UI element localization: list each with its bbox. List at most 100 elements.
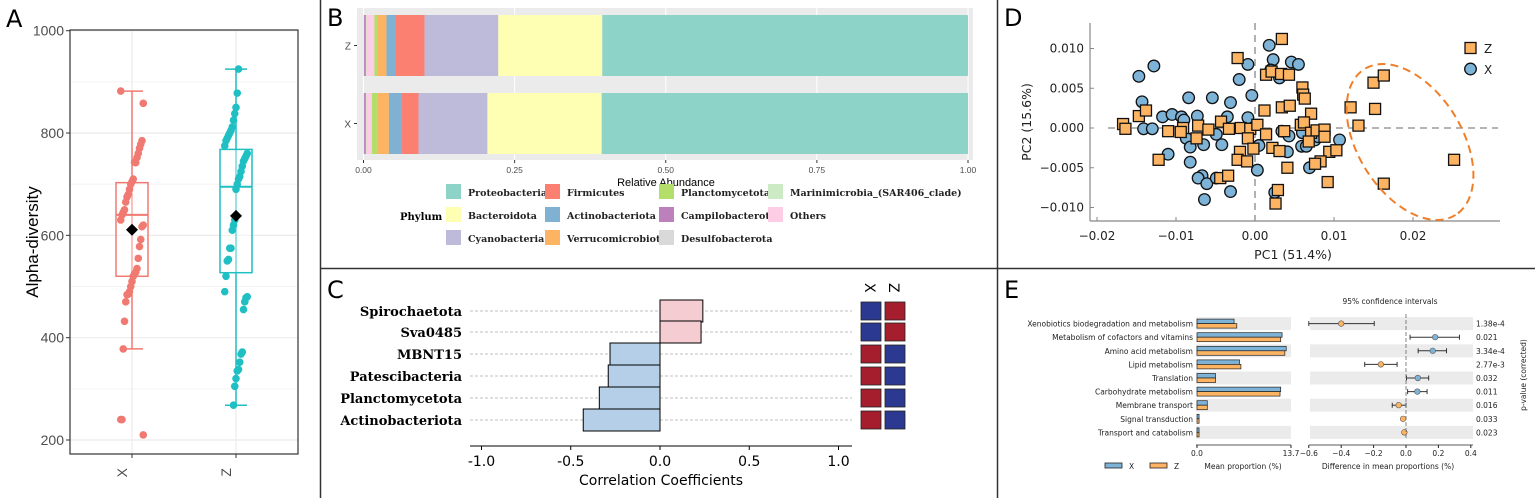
y-tick-label: 1000 xyxy=(33,23,64,39)
row-label: Carbohydrate metabolism xyxy=(1095,388,1193,397)
row-label: Amino acid metabolism xyxy=(1105,347,1193,356)
bar-segment-verrucomicrobiota xyxy=(378,15,387,76)
y-tick-label: 800 xyxy=(41,125,65,141)
data-point xyxy=(222,272,230,281)
legend-label: Desulfobacterota xyxy=(681,234,772,245)
legend-label: Others xyxy=(790,211,826,222)
diff-point xyxy=(1338,320,1345,327)
p-value: 0.021 xyxy=(1476,333,1498,342)
panel-label-b: B xyxy=(327,4,343,32)
bar-segment-campilobacterota xyxy=(364,93,366,154)
y-tick-label: 0.000 xyxy=(1050,121,1084,135)
point-z xyxy=(1318,130,1331,143)
data-point xyxy=(119,345,128,353)
data-point xyxy=(230,109,239,118)
point-x xyxy=(1215,138,1229,152)
p-value-axis-label: p-value (corrected) xyxy=(1519,339,1528,411)
p-value: 1.38e-4 xyxy=(1476,320,1505,329)
x-tick-label: 1.00 xyxy=(960,165,977,175)
x-tick-label: −0.01 xyxy=(1158,229,1195,243)
heatmap-cell xyxy=(860,366,882,386)
point-z xyxy=(1191,119,1205,132)
bar-segment-marinimicrobia-sar406-clade- xyxy=(365,93,367,154)
data-point xyxy=(225,244,234,252)
data-point xyxy=(239,305,248,314)
x-tick-label: 0.75 xyxy=(809,165,826,175)
panel-label-c: C xyxy=(327,276,344,304)
category-label: MBNT15 xyxy=(397,348,462,363)
x-tick-label: 0.25 xyxy=(506,165,523,175)
correlation-bar xyxy=(659,299,704,323)
bar-z xyxy=(1196,364,1242,370)
panel-label-a: A xyxy=(6,5,23,33)
x-tick-label: 0.00 xyxy=(355,165,372,175)
x-tick-label: −0.02 xyxy=(1079,229,1116,243)
y-tick-label: Z xyxy=(345,42,351,53)
legend-label: X xyxy=(1484,63,1492,77)
legend-label: Verrucomicrobiota xyxy=(566,234,667,245)
p-value: 3.34e-4 xyxy=(1476,347,1505,356)
data-point xyxy=(139,99,148,108)
legend-swatch xyxy=(446,207,461,222)
bar-segment-cyanobacteria xyxy=(418,93,488,154)
y-tick-label: 0.005 xyxy=(1050,81,1084,95)
data-point xyxy=(220,142,229,150)
right-x-axis-label: Difference in mean proportions (%) xyxy=(1322,462,1454,471)
panel-b-stacked-bar: Z X 0.00 0.25 0.50 0.75 1.00 Relative Abundance… xyxy=(344,8,977,245)
legend-swatch xyxy=(446,230,461,245)
point-z xyxy=(1269,197,1282,210)
bar-segment-verrucomicrobiota xyxy=(378,93,389,154)
point-z xyxy=(1273,144,1286,158)
x-axis-label: PC1 (51.4%) xyxy=(1254,247,1332,262)
legend-swatch xyxy=(545,207,560,222)
point-z xyxy=(1222,122,1236,135)
y-tick-label: −0.010 xyxy=(1040,201,1084,215)
data-point xyxy=(235,358,244,367)
correlation-bar xyxy=(607,364,661,388)
y-tick-label: X xyxy=(344,120,351,131)
y-tick-label: 0.010 xyxy=(1050,42,1084,56)
data-point xyxy=(232,374,240,383)
bar-segment-actinobacteriota xyxy=(386,15,396,76)
diff-point xyxy=(1399,415,1407,422)
x-tick-label: -1.0 xyxy=(468,454,495,470)
legend-marker-z xyxy=(1464,41,1477,55)
row-band xyxy=(1310,425,1473,439)
point-z xyxy=(1330,144,1343,157)
x-tick-label: 0.00 xyxy=(1242,229,1269,243)
bar-z xyxy=(1196,418,1200,424)
data-point xyxy=(116,216,125,224)
point-x xyxy=(1224,185,1237,199)
bar-z xyxy=(1196,336,1282,343)
p-value: 0.033 xyxy=(1476,415,1498,424)
bar-segment-others xyxy=(366,93,372,154)
point-z xyxy=(1368,102,1382,116)
bar-z xyxy=(1196,432,1200,438)
panel-label-e: E xyxy=(1004,276,1019,304)
correlation-bar xyxy=(582,408,661,432)
diff-point xyxy=(1432,334,1439,341)
bar-segment-planctomycetota xyxy=(371,93,379,154)
row-label: Signal transduction xyxy=(1120,415,1193,424)
legend-marker-x xyxy=(1464,62,1477,76)
p-value: 0.016 xyxy=(1476,401,1498,410)
x-tick-label: 0.0 xyxy=(649,454,671,470)
bar-x xyxy=(1196,332,1283,338)
diff-point xyxy=(1414,374,1421,382)
point-z xyxy=(1308,157,1322,170)
point-x xyxy=(1197,193,1211,207)
point-z xyxy=(1367,76,1380,89)
point-z xyxy=(1278,125,1291,138)
point-z xyxy=(1377,69,1390,82)
point-z xyxy=(1202,123,1215,136)
x-tick-label: 0.5 xyxy=(738,454,760,470)
legend-swatch-z xyxy=(1149,462,1168,469)
heatmap-cell xyxy=(860,301,882,321)
point-x xyxy=(1266,53,1280,67)
data-point xyxy=(120,317,129,326)
point-z xyxy=(1240,155,1254,168)
bar-segment-cyanobacteria xyxy=(424,15,499,76)
diff-point xyxy=(1395,402,1402,409)
bar-z xyxy=(1196,377,1216,383)
legend-label: Planctomycetota xyxy=(681,188,770,199)
